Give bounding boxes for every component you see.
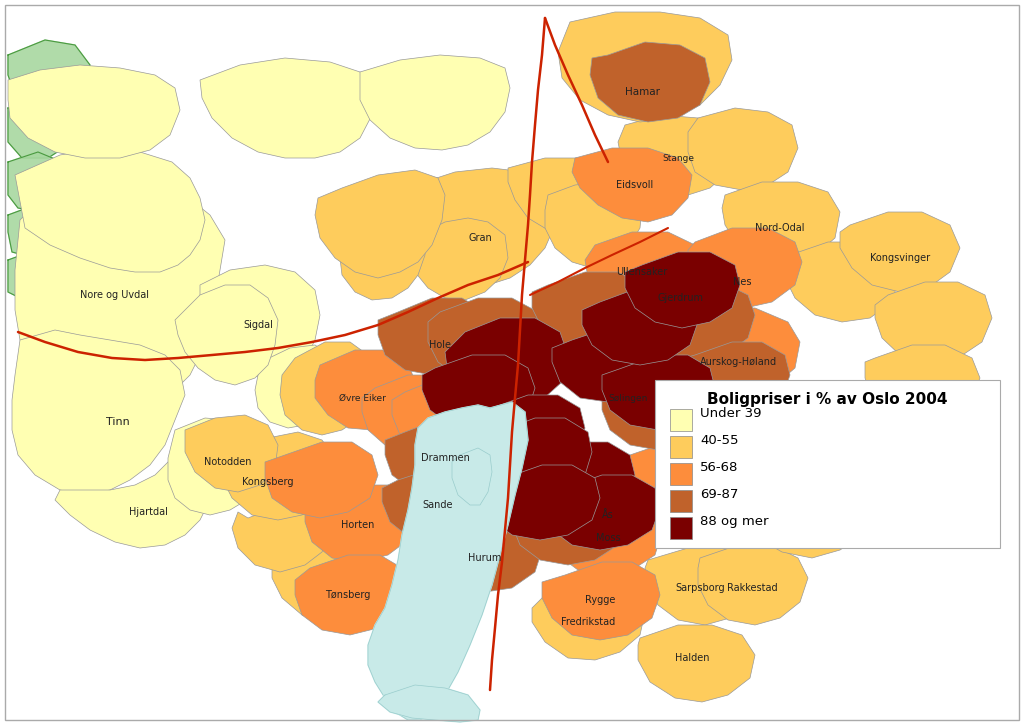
- Text: Drammen: Drammen: [421, 453, 469, 463]
- Polygon shape: [8, 205, 68, 258]
- Bar: [655, 380, 1000, 548]
- Text: Aurskog-Høland: Aurskog-Høland: [699, 357, 776, 367]
- Text: Boligpriser i % av Oslo 2004: Boligpriser i % av Oslo 2004: [708, 392, 948, 407]
- Text: 69-87: 69-87: [700, 487, 738, 500]
- Text: Nord-Odal: Nord-Odal: [756, 223, 805, 233]
- Text: Eidsvoll: Eidsvoll: [616, 180, 653, 190]
- Polygon shape: [452, 448, 492, 505]
- Text: Moss: Moss: [596, 533, 621, 543]
- Text: Gran: Gran: [468, 233, 492, 243]
- Bar: [670, 463, 692, 485]
- Polygon shape: [8, 40, 90, 108]
- Text: Tønsberg: Tønsberg: [326, 590, 371, 600]
- Bar: [670, 490, 692, 512]
- Text: Horten: Horten: [341, 520, 375, 530]
- Polygon shape: [8, 152, 72, 212]
- Polygon shape: [8, 252, 60, 302]
- Text: Nore og Uvdal: Nore og Uvdal: [81, 290, 150, 300]
- Text: Ullensaker: Ullensaker: [616, 267, 668, 277]
- Text: Tinn: Tinn: [106, 417, 130, 427]
- Text: Marker: Marker: [783, 513, 817, 523]
- Text: Hamar: Hamar: [625, 87, 659, 97]
- Text: Øvre Eiker: Øvre Eiker: [339, 394, 385, 402]
- Text: Rakkestad: Rakkestad: [727, 583, 777, 593]
- Text: Sande: Sande: [423, 500, 454, 510]
- Bar: [670, 409, 692, 431]
- Text: Stange: Stange: [662, 154, 694, 162]
- Text: Rygge: Rygge: [585, 595, 615, 605]
- Text: Gjerdrum: Gjerdrum: [657, 293, 703, 303]
- Polygon shape: [368, 402, 528, 720]
- Text: Sigdal: Sigdal: [243, 320, 273, 330]
- Text: 88 og mer: 88 og mer: [700, 515, 768, 528]
- Polygon shape: [378, 685, 480, 722]
- Text: Nes: Nes: [733, 277, 752, 287]
- Text: 40-55: 40-55: [700, 434, 738, 447]
- Text: Hurum: Hurum: [468, 553, 502, 563]
- Text: Ås: Ås: [602, 510, 613, 520]
- Text: Hole: Hole: [429, 340, 451, 350]
- Text: Kongsvinger: Kongsvinger: [870, 253, 930, 263]
- Text: Under 39: Under 39: [700, 407, 762, 420]
- Text: Hjartdal: Hjartdal: [129, 507, 168, 517]
- Text: Sarpsborg: Sarpsborg: [675, 583, 725, 593]
- Text: Sølingen: Sølingen: [608, 394, 648, 402]
- Text: Halden: Halden: [675, 653, 710, 663]
- Text: Fredrikstad: Fredrikstad: [561, 617, 615, 627]
- Text: Notodden: Notodden: [204, 457, 252, 467]
- Polygon shape: [8, 98, 75, 158]
- Bar: [670, 436, 692, 458]
- Text: 56-68: 56-68: [700, 460, 738, 473]
- Text: Kongsberg: Kongsberg: [243, 477, 294, 487]
- Bar: [670, 517, 692, 539]
- Text: Askim: Askim: [664, 477, 693, 487]
